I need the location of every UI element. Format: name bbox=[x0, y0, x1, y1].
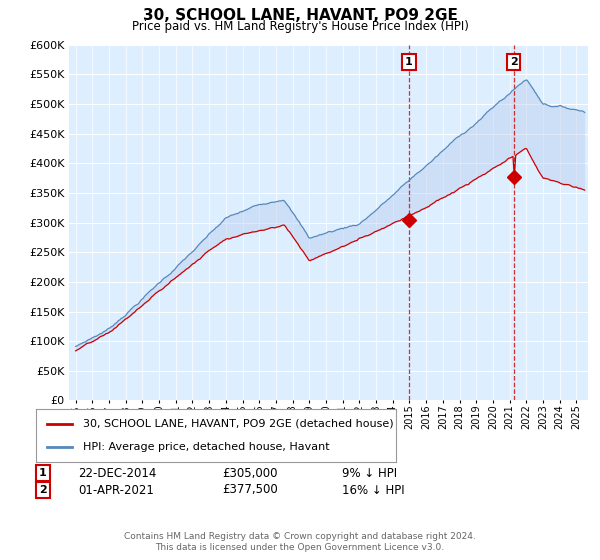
Text: 1: 1 bbox=[405, 57, 413, 67]
Text: HPI: Average price, detached house, Havant: HPI: Average price, detached house, Hava… bbox=[83, 442, 329, 452]
Text: £305,000: £305,000 bbox=[222, 466, 277, 480]
Text: Price paid vs. HM Land Registry's House Price Index (HPI): Price paid vs. HM Land Registry's House … bbox=[131, 20, 469, 32]
Text: 22-DEC-2014: 22-DEC-2014 bbox=[78, 466, 157, 480]
Text: 9% ↓ HPI: 9% ↓ HPI bbox=[342, 466, 397, 480]
Text: 30, SCHOOL LANE, HAVANT, PO9 2GE: 30, SCHOOL LANE, HAVANT, PO9 2GE bbox=[143, 8, 457, 24]
Text: 1: 1 bbox=[39, 468, 47, 478]
Text: 16% ↓ HPI: 16% ↓ HPI bbox=[342, 483, 404, 497]
Text: 30, SCHOOL LANE, HAVANT, PO9 2GE (detached house): 30, SCHOOL LANE, HAVANT, PO9 2GE (detach… bbox=[83, 419, 394, 429]
Text: 01-APR-2021: 01-APR-2021 bbox=[78, 483, 154, 497]
Text: Contains HM Land Registry data © Crown copyright and database right 2024.
This d: Contains HM Land Registry data © Crown c… bbox=[124, 532, 476, 552]
Text: 2: 2 bbox=[510, 57, 518, 67]
Text: £377,500: £377,500 bbox=[222, 483, 278, 497]
Text: 2: 2 bbox=[39, 485, 47, 495]
